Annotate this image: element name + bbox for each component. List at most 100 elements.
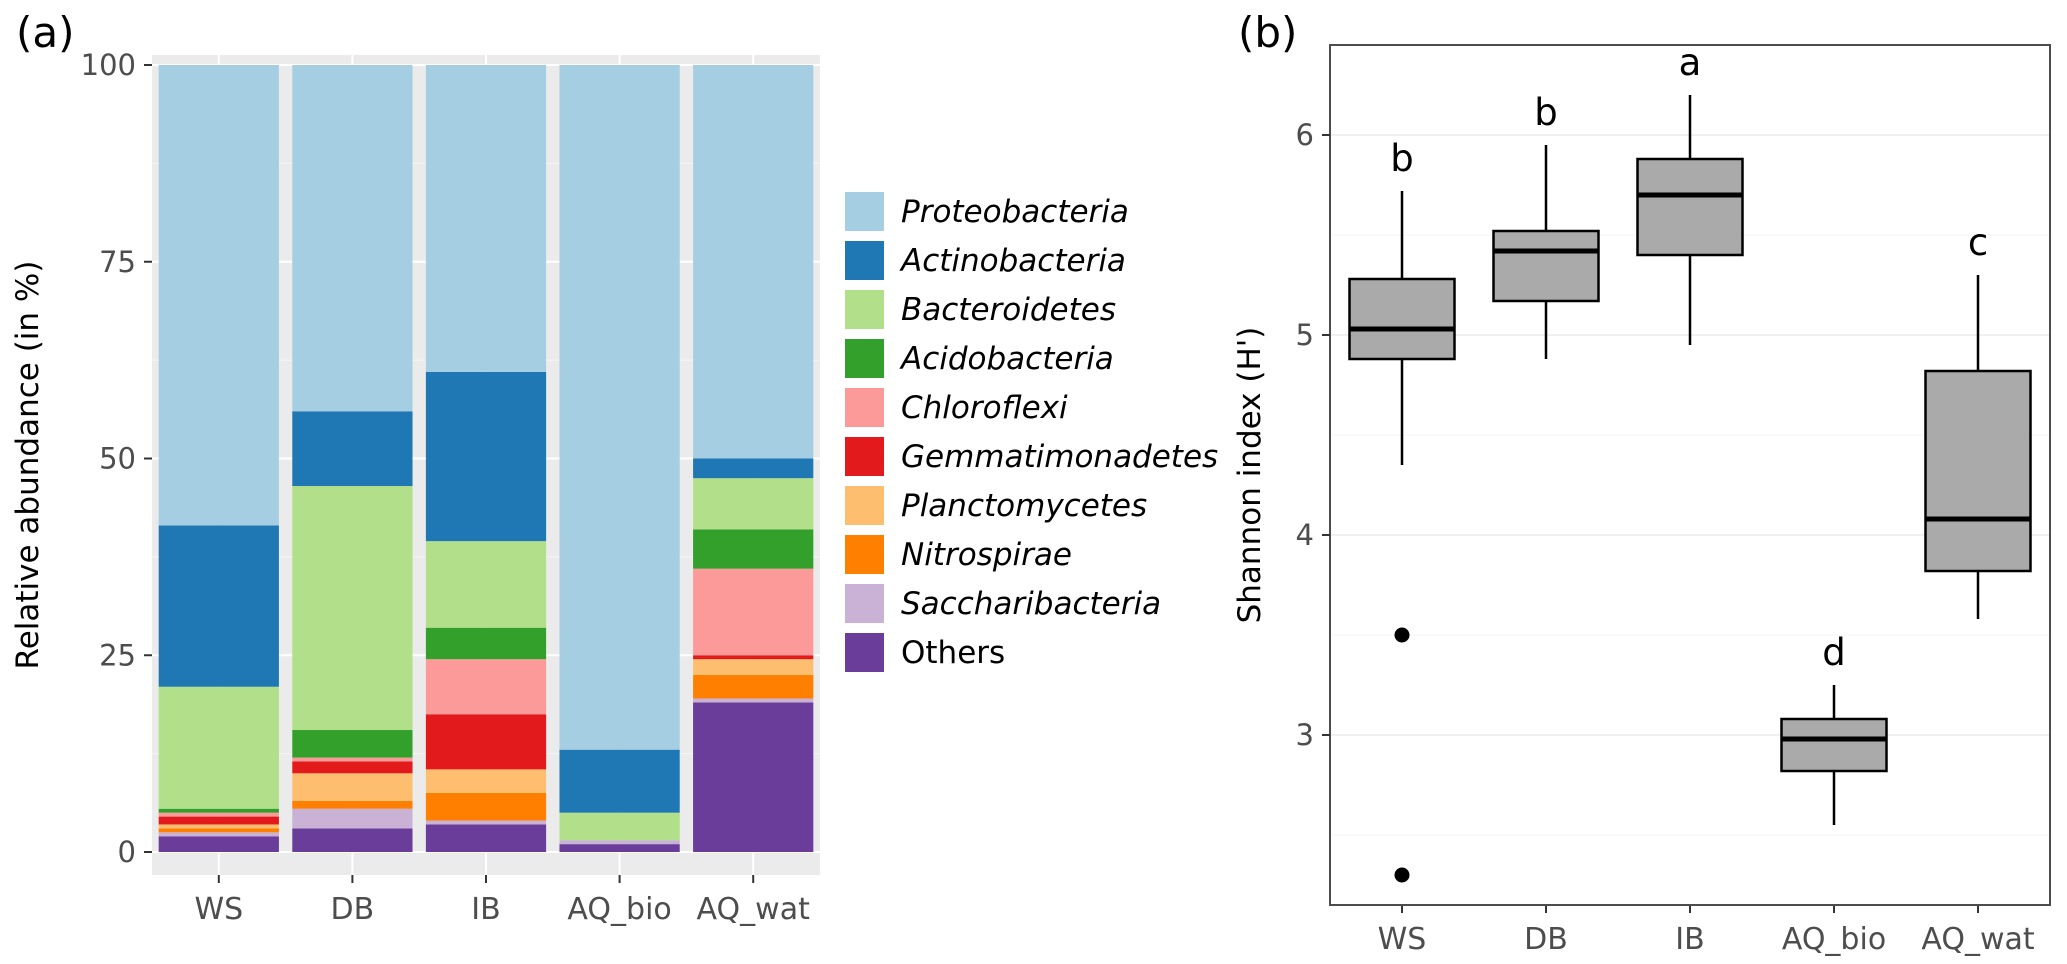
legend-label: Proteobacteria <box>901 193 1129 230</box>
box-aq_wat <box>1924 369 2032 573</box>
x-tick-label: DB <box>1524 922 1568 957</box>
y-axis-title-a: Relative abundance (in %) <box>10 261 46 670</box>
legend-swatch <box>845 437 884 476</box>
legend-swatch <box>845 633 884 672</box>
legend-label: Gemmatimonadetes <box>901 438 1219 475</box>
bar-segment-bacteroidetes <box>425 541 547 628</box>
x-tick-label: WS <box>194 892 243 927</box>
bar-segment-actinobacteria <box>158 525 279 687</box>
y-tick-label: 50 <box>99 442 136 476</box>
bar-segment-actinobacteria <box>425 371 547 542</box>
significance-letter: d <box>1822 631 1846 674</box>
bar-segment-acidobacteria <box>292 730 413 758</box>
bar-segment-acidobacteria <box>158 808 279 813</box>
bar-segment-chloroflexi <box>693 568 814 656</box>
legend-label: Chloroflexi <box>901 389 1068 426</box>
legend-item: Saccharibacteria <box>845 584 1218 623</box>
legend-swatch <box>845 192 884 231</box>
bar-segment-gemmatimonadetes <box>425 714 547 770</box>
legend-item: Actinobacteria <box>845 241 1218 280</box>
significance-letter: b <box>1534 91 1558 134</box>
bar-segment-planctomycetes <box>292 773 413 801</box>
bar-segment-proteobacteria <box>425 65 547 372</box>
x-tick-label: AQ_bio <box>567 892 671 927</box>
bar-segment-gemmatimonadetes <box>158 816 279 825</box>
bar-segment-others <box>425 824 547 852</box>
box-db <box>1492 229 1600 303</box>
bar-segment-chloroflexi <box>425 659 547 715</box>
panel-border <box>1329 44 2051 906</box>
legend: Proteobacteria Actinobacteria Bacteroidete… <box>845 192 1218 672</box>
outlier-point <box>1394 627 1410 643</box>
panel-a-tag: (a) <box>16 8 75 57</box>
bar-segment-saccharibacteria <box>559 840 680 845</box>
legend-swatch <box>845 584 884 623</box>
bar-segment-planctomycetes <box>693 659 814 675</box>
bar-segment-others <box>693 702 814 852</box>
legend-label: Bacteroidetes <box>901 291 1116 328</box>
legend-swatch <box>845 486 884 525</box>
y-tick-label: 5 <box>1296 318 1314 352</box>
x-tick-label: AQ_wat <box>697 892 811 927</box>
bar-segment-saccharibacteria <box>158 832 279 837</box>
box-ib <box>1636 157 1744 257</box>
outlier-point <box>1394 867 1410 883</box>
x-tick-label: AQ_wat <box>1921 922 2035 957</box>
bar-segment-nitrospirae <box>693 674 814 699</box>
legend-item: Proteobacteria <box>845 192 1218 231</box>
legend-item: Acidobacteria <box>845 339 1218 378</box>
bar-segment-bacteroidetes <box>559 812 680 841</box>
legend-item: Planctomycetes <box>845 486 1218 525</box>
bar-segment-bacteroidetes <box>292 486 413 731</box>
bar-segment-proteobacteria <box>292 65 413 412</box>
bar-segment-proteobacteria <box>559 65 680 750</box>
legend-label: Others <box>901 634 1006 671</box>
legend-item: Others <box>845 633 1218 672</box>
legend-swatch <box>845 535 884 574</box>
legend-swatch <box>845 339 884 378</box>
bar-segment-chloroflexi <box>158 812 279 817</box>
y-tick-label: 6 <box>1296 118 1314 152</box>
y-tick-label: 0 <box>118 835 136 869</box>
bar-segment-planctomycetes <box>425 769 547 793</box>
legend-swatch <box>845 241 884 280</box>
x-tick-label: IB <box>471 892 500 927</box>
bar-segment-actinobacteria <box>292 411 413 487</box>
bar-segment-saccharibacteria <box>292 808 413 829</box>
bar-segment-proteobacteria <box>693 65 814 459</box>
legend-label: Acidobacteria <box>901 340 1114 377</box>
legend-label: Saccharibacteria <box>901 585 1162 622</box>
bar-segment-gemmatimonadetes <box>292 761 413 774</box>
x-tick-label: WS <box>1378 922 1427 957</box>
bar-segment-acidobacteria <box>425 627 547 660</box>
x-tick-label: DB <box>331 892 375 927</box>
y-tick-label: 4 <box>1296 518 1314 552</box>
bar-segment-chloroflexi <box>292 757 413 762</box>
legend-swatch <box>845 290 884 329</box>
legend-item: Nitrospirae <box>845 535 1218 574</box>
x-tick-label: IB <box>1675 922 1704 957</box>
stacked-bar-chart: WS DB IB AQ_bio AQ_wat 0 25 50 75 100 Relative abu… <box>10 48 820 927</box>
bar-segment-nitrospirae <box>158 828 279 833</box>
legend-item: Gemmatimonadetes <box>845 437 1218 476</box>
y-tick-label: 3 <box>1296 718 1314 752</box>
bar-segment-others <box>292 828 413 852</box>
bar-segment-bacteroidetes <box>693 478 814 530</box>
x-tick-label: AQ_bio <box>1782 922 1886 957</box>
significance-letter: b <box>1390 137 1414 180</box>
box-ws <box>1348 277 1456 361</box>
y-tick-label: 100 <box>81 48 136 82</box>
y-tick-label: 25 <box>99 638 136 672</box>
bar-segment-saccharibacteria <box>425 820 547 825</box>
panel-b-tag: (b) <box>1238 8 1298 57</box>
significance-letter: c <box>1968 221 1988 264</box>
bar-segment-bacteroidetes <box>158 686 279 809</box>
bar-segment-others <box>158 836 279 852</box>
legend-label: Actinobacteria <box>901 242 1126 279</box>
bar-segment-gemmatimonadetes <box>693 655 814 660</box>
legend-item: Chloroflexi <box>845 388 1218 427</box>
bar-segment-planctomycetes <box>158 824 279 829</box>
bar-segment-actinobacteria <box>559 749 680 813</box>
legend-item: Bacteroidetes <box>845 290 1218 329</box>
